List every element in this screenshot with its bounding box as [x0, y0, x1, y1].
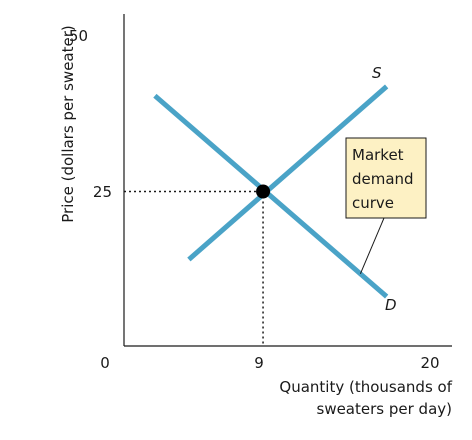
callout-leader-line — [359, 217, 385, 274]
x-axis-label-line-1: Quantity (thousands of — [279, 378, 452, 396]
x-axis-label-line-2: sweaters per day) — [317, 400, 453, 418]
y-axis-label: Price (dollars per sweater) — [59, 25, 77, 223]
y-tick-label-25: 25 — [93, 183, 112, 201]
origin-label: 0 — [100, 354, 110, 372]
demand-label: D — [385, 296, 397, 314]
supply-curve — [187, 84, 389, 262]
callout-line-2: demand — [352, 170, 414, 188]
x-tick-label-20: 20 — [420, 354, 439, 372]
supply-label: S — [372, 64, 382, 82]
y-tick-label-50: 50 — [69, 27, 88, 45]
callout-line-3: curve — [352, 194, 394, 212]
demand-curve — [153, 93, 389, 299]
x-tick-label-9: 9 — [254, 354, 264, 372]
callout-line-1: Market — [352, 146, 404, 164]
equilibrium-point — [256, 184, 271, 199]
callout-box — [345, 137, 427, 219]
